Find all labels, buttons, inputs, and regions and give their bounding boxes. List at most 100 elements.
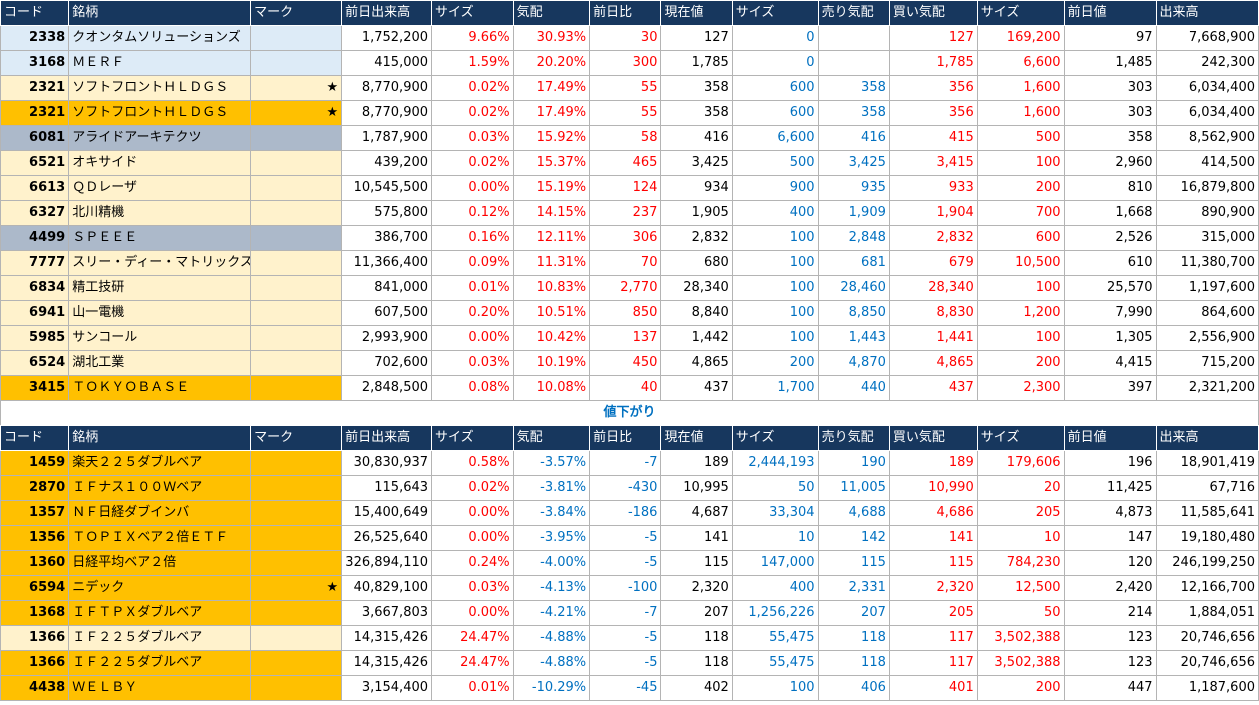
table-row[interactable]: 6521 オキサイド 439,200 0.02% 15.37% 465 3,425 500 3,…	[0, 150, 1259, 176]
table-row[interactable]: 6941 山一電機 607,500 0.20% 10.51% 850 8,840 100 8,8…	[0, 300, 1259, 326]
header-mark[interactable]: マーク	[250, 425, 343, 451]
table-row[interactable]: 2338 クオンタムソリューションズ 1,752,200 9.66% 30.93% 30 1…	[0, 25, 1259, 51]
stock-name[interactable]: ＩＦ２２５ダブルベア	[68, 625, 252, 651]
stock-name[interactable]: ＴＯＰＩＸベア２倍ＥＴＦ	[68, 525, 252, 551]
table-row[interactable]: 6081 アライドアーキテクツ 1,787,900 0.03% 15.92% 58 416 6…	[0, 125, 1259, 151]
stock-code[interactable]: 1366	[0, 625, 70, 651]
table-row[interactable]: 1360 日経平均ベア２倍 326,894,110 0.24% -4.00% -5 115 1…	[0, 550, 1259, 576]
table-row[interactable]: 6594 ニデック ★ 40,829,100 0.03% -4.13% -100 2,320 4…	[0, 575, 1259, 601]
stock-code[interactable]: 6524	[0, 350, 70, 376]
table-row[interactable]: 1356 ＴＯＰＩＸベア２倍ＥＴＦ 26,525,640 0.00% -3.95% -5 1…	[0, 525, 1259, 551]
header-size-2[interactable]: サイズ	[731, 0, 819, 26]
stock-code[interactable]: 6521	[0, 150, 70, 176]
stock-code[interactable]: 6327	[0, 200, 70, 226]
stock-code[interactable]: 3168	[0, 50, 70, 76]
stock-name[interactable]: ソフトフロントＨＬＤＧＳ	[68, 100, 252, 126]
stock-name[interactable]: ＩＦナス１００Ｗベア	[68, 475, 252, 501]
table-row[interactable]: 5985 サンコール 2,993,900 0.00% 10.42% 137 1,442 100…	[0, 325, 1259, 351]
stock-code[interactable]: 1368	[0, 600, 70, 626]
header-quote[interactable]: 気配	[512, 425, 591, 451]
stock-name[interactable]: サンコール	[68, 325, 252, 351]
table-row[interactable]: 1368 ＩＦＴＰＸダブルベア 3,667,803 0.00% -4.21% -7 207 1…	[0, 600, 1259, 626]
header-volume[interactable]: 出来高	[1155, 425, 1259, 451]
stock-code[interactable]: 7777	[0, 250, 70, 276]
header-size-1[interactable]: サイズ	[431, 0, 514, 26]
stock-code[interactable]: 1459	[0, 450, 70, 476]
stock-name[interactable]: ソフトフロントＨＬＤＧＳ	[68, 75, 252, 101]
stock-code[interactable]: 6613	[0, 175, 70, 201]
stock-name[interactable]: ＷＥＬＢＹ	[68, 675, 252, 701]
table-row[interactable]: 7777 スリー・ディー・マトリックス 11,366,400 0.09% 11.31% 7…	[0, 250, 1259, 276]
stock-name[interactable]: ＱＤレーザ	[68, 175, 252, 201]
header-size-1[interactable]: サイズ	[431, 425, 514, 451]
stock-name[interactable]: ニデック	[68, 575, 252, 601]
stock-code[interactable]: 2321	[0, 75, 70, 101]
stock-name[interactable]: 山一電機	[68, 300, 252, 326]
table-row[interactable]: 6613 ＱＤレーザ 10,545,500 0.00% 15.19% 124 934 900 9…	[0, 175, 1259, 201]
stock-name[interactable]: ＮＦ日経ダブインバ	[68, 500, 252, 526]
table-row[interactable]: 1459 楽天２２５ダブルベア 30,830,937 0.58% -3.57% -7 189…	[0, 450, 1259, 476]
header-ask[interactable]: 売り気配	[817, 0, 890, 26]
stock-name[interactable]: ＩＦＴＰＸダブルベア	[68, 600, 252, 626]
header-name[interactable]: 銘柄	[68, 0, 252, 26]
table-row[interactable]: 4438 ＷＥＬＢＹ 3,154,400 0.01% -10.29% -45 402 100 4…	[0, 675, 1259, 701]
stock-name[interactable]: ＭＥＲＦ	[68, 50, 252, 76]
header-price[interactable]: 現在値	[660, 425, 733, 451]
stock-code[interactable]: 6594	[0, 575, 70, 601]
stock-name[interactable]: スリー・ディー・マトリックス	[68, 250, 252, 276]
header-size-2[interactable]: サイズ	[731, 425, 819, 451]
header-prev-volume[interactable]: 前日出来高	[341, 425, 433, 451]
header-change[interactable]: 前日比	[589, 0, 662, 26]
stock-name[interactable]: ＴＯＫＹＯＢＡＳＥ	[68, 375, 252, 401]
stock-code[interactable]: 6941	[0, 300, 70, 326]
stock-code[interactable]: 2338	[0, 25, 70, 51]
stock-name[interactable]: 湖北工業	[68, 350, 252, 376]
stock-name[interactable]: オキサイド	[68, 150, 252, 176]
header-prev-price[interactable]: 前日値	[1063, 425, 1157, 451]
stock-code[interactable]: 6081	[0, 125, 70, 151]
stock-name[interactable]: 北川精機	[68, 200, 252, 226]
stock-name[interactable]: 楽天２２５ダブルベア	[68, 450, 252, 476]
stock-code[interactable]: 5985	[0, 325, 70, 351]
header-name[interactable]: 銘柄	[68, 425, 252, 451]
table-row[interactable]: 1366 ＩＦ２２５ダブルベア 14,315,426 24.47% -4.88% -5 11…	[0, 625, 1259, 651]
header-mark[interactable]: マーク	[250, 0, 343, 26]
stock-code[interactable]: 2870	[0, 475, 70, 501]
header-prev-volume[interactable]: 前日出来高	[341, 0, 433, 26]
table-row[interactable]: 2321 ソフトフロントＨＬＤＧＳ ★ 8,770,900 0.02% 17.49% 55 3…	[0, 100, 1259, 126]
stock-code[interactable]: 1366	[0, 650, 70, 676]
stock-code[interactable]: 2321	[0, 100, 70, 126]
table-row[interactable]: 6524 湖北工業 702,600 0.03% 10.19% 450 4,865 200 4,8…	[0, 350, 1259, 376]
table-row[interactable]: 1357 ＮＦ日経ダブインバ 15,400,649 0.00% -3.84% -186 4,…	[0, 500, 1259, 526]
stock-name[interactable]: ＩＦ２２５ダブルベア	[68, 650, 252, 676]
header-code[interactable]: コード	[0, 0, 70, 26]
header-price[interactable]: 現在値	[660, 0, 733, 26]
header-ask[interactable]: 売り気配	[817, 425, 890, 451]
stock-code[interactable]: 4499	[0, 225, 70, 251]
table-row[interactable]: 3415 ＴＯＫＹＯＢＡＳＥ 2,848,500 0.08% 10.08% 40 437 1,…	[0, 375, 1259, 401]
stock-code[interactable]: 1357	[0, 500, 70, 526]
stock-name[interactable]: アライドアーキテクツ	[68, 125, 252, 151]
header-change[interactable]: 前日比	[589, 425, 662, 451]
stock-code[interactable]: 6834	[0, 275, 70, 301]
table-row[interactable]: 3168 ＭＥＲＦ 415,000 1.59% 20.20% 300 1,785 0 1,785…	[0, 50, 1259, 76]
stock-code[interactable]: 3415	[0, 375, 70, 401]
header-volume[interactable]: 出来高	[1155, 0, 1259, 26]
stock-code[interactable]: 4438	[0, 675, 70, 701]
stock-name[interactable]: 日経平均ベア２倍	[68, 550, 252, 576]
header-prev-price[interactable]: 前日値	[1063, 0, 1157, 26]
header-code[interactable]: コード	[0, 425, 70, 451]
stock-name[interactable]: ＳＰＥＥＥ	[68, 225, 252, 251]
header-size-3[interactable]: サイズ	[976, 425, 1065, 451]
stock-name[interactable]: クオンタムソリューションズ	[68, 25, 252, 51]
header-bid[interactable]: 買い気配	[888, 0, 978, 26]
table-row[interactable]: 2321 ソフトフロントＨＬＤＧＳ ★ 8,770,900 0.02% 17.49% 55 3…	[0, 75, 1259, 101]
table-row[interactable]: 1366 ＩＦ２２５ダブルベア 14,315,426 24.47% -4.88% -5 11…	[0, 650, 1259, 676]
stock-name[interactable]: 精工技研	[68, 275, 252, 301]
table-row[interactable]: 2870 ＩＦナス１００Ｗベア 115,643 0.02% -3.81% -430 10,9…	[0, 475, 1259, 501]
table-row[interactable]: 4499 ＳＰＥＥＥ 386,700 0.16% 12.11% 306 2,832 100 2,…	[0, 225, 1259, 251]
table-row[interactable]: 6327 北川精機 575,800 0.12% 14.15% 237 1,905 400 1,9…	[0, 200, 1259, 226]
stock-code[interactable]: 1356	[0, 525, 70, 551]
header-size-3[interactable]: サイズ	[976, 0, 1065, 26]
stock-code[interactable]: 1360	[0, 550, 70, 576]
